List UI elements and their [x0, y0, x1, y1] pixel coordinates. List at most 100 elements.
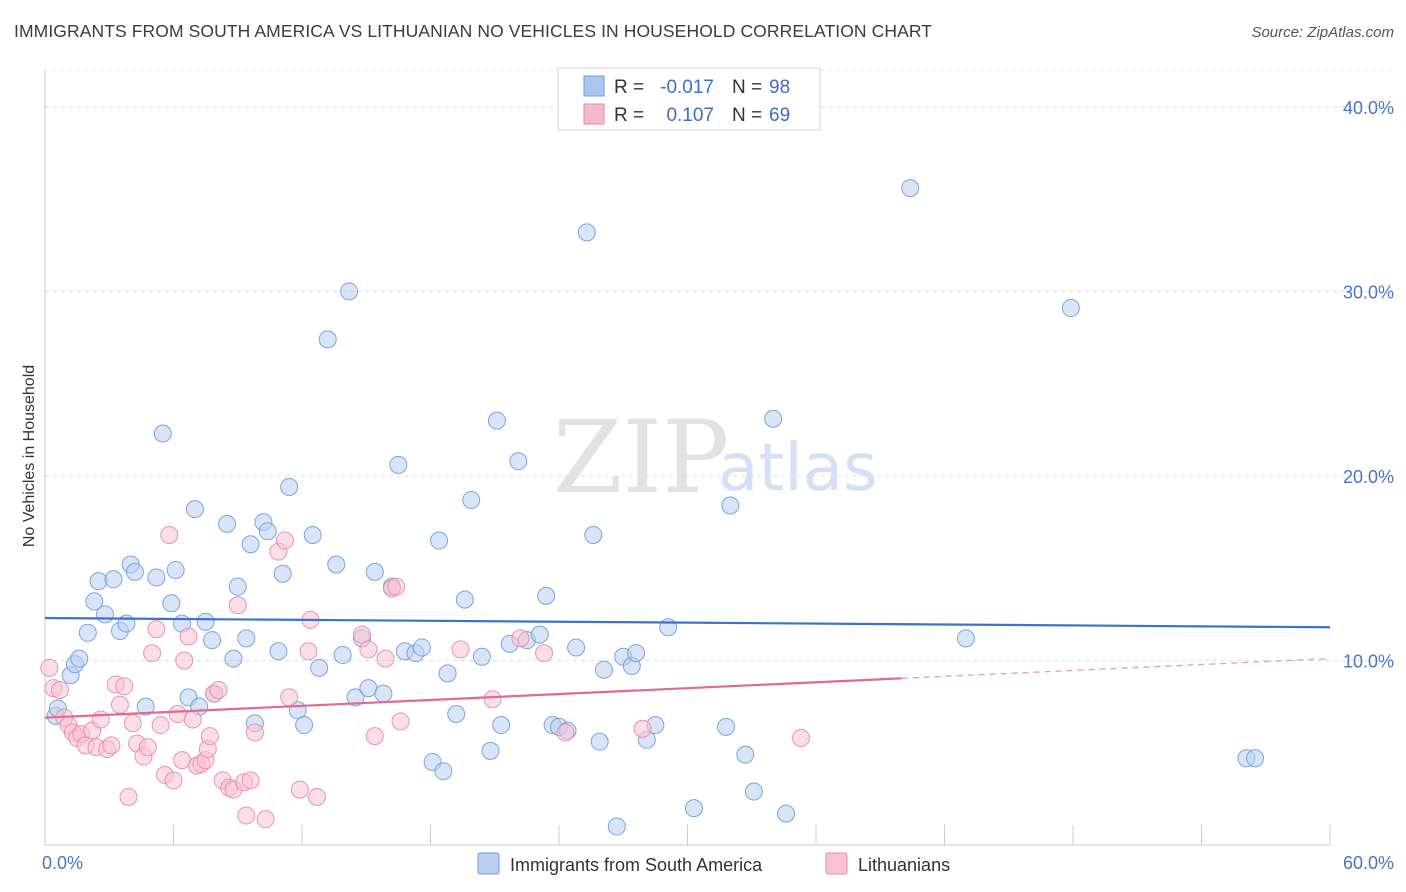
- point-s1-52: [290, 780, 309, 799]
- point-s1-51: [280, 688, 299, 707]
- point-s1-39: [209, 681, 228, 699]
- point-s0-59: [447, 704, 466, 723]
- point-s1-43: [228, 596, 247, 615]
- legend-swatch-0: [583, 75, 605, 97]
- point-s1-32: [183, 710, 202, 729]
- bottom-legend-swatch-0: [477, 852, 500, 875]
- point-s0-63: [481, 741, 500, 760]
- point-s0-13: [125, 562, 144, 581]
- point-s0-7: [89, 572, 108, 591]
- trend-lines: [44, 616, 1331, 719]
- point-s0-89: [736, 745, 755, 764]
- axes: [44, 70, 1331, 846]
- point-s1-48: [256, 810, 275, 829]
- point-s1-47: [245, 723, 264, 742]
- point-s1-22: [143, 644, 162, 663]
- point-s1-50: [275, 531, 294, 550]
- point-s0-17: [162, 594, 181, 613]
- point-s1-2: [50, 681, 69, 699]
- point-s0-39: [303, 526, 322, 544]
- point-s0-74: [567, 638, 586, 657]
- point-s0-18: [166, 561, 185, 580]
- point-s0-56: [430, 531, 449, 550]
- point-s0-65: [492, 716, 511, 735]
- point-s1-53: [299, 642, 318, 661]
- point-s0-44: [340, 282, 359, 301]
- point-s0-48: [365, 562, 384, 581]
- point-s1-13: [102, 736, 121, 755]
- point-s1-15: [110, 695, 129, 714]
- legend-r-value-0: -0.017: [660, 77, 714, 98]
- point-s1-46: [241, 771, 260, 790]
- point-s0-27: [224, 649, 243, 668]
- point-s0-76: [584, 526, 603, 544]
- y-tick-label-2: 30.0%: [1343, 282, 1394, 302]
- point-s0-9: [104, 570, 123, 589]
- point-s1-55: [307, 788, 326, 807]
- point-s1-29: [173, 751, 192, 770]
- point-s1-28: [168, 704, 187, 723]
- point-s0-36: [280, 478, 299, 497]
- legend-n-value-0: 98: [769, 77, 790, 98]
- point-s0-62: [472, 647, 491, 666]
- point-s1-17: [119, 788, 138, 807]
- point-s0-47: [359, 679, 378, 698]
- point-s0-35: [273, 564, 292, 583]
- point-s1-59: [376, 649, 395, 668]
- y-axis-title: No Vehicles in Household: [21, 365, 38, 547]
- y-tick-label-1: 20.0%: [1343, 467, 1394, 487]
- point-s1-18: [123, 714, 142, 733]
- point-s0-42: [327, 555, 346, 574]
- point-s0-58: [438, 664, 457, 683]
- point-s0-90: [744, 782, 763, 801]
- point-s0-87: [721, 496, 740, 515]
- x-tick-labels: 0.0% 60.0%: [42, 853, 1394, 873]
- point-s0-97: [1246, 749, 1265, 768]
- point-s1-0: [40, 658, 59, 677]
- point-s1-66: [535, 644, 554, 663]
- point-s0-77: [590, 732, 609, 751]
- point-s0-85: [659, 618, 678, 637]
- trend-line-lithuanians-extension: [901, 657, 1331, 679]
- series-legend: Immigrants from South America Lithuanians: [477, 852, 950, 875]
- point-s1-62: [391, 712, 410, 731]
- x-tick-label-1: 60.0%: [1343, 853, 1394, 873]
- point-s0-14: [136, 697, 155, 716]
- legend-r-label-1: R =: [614, 105, 644, 126]
- point-s1-24: [151, 716, 170, 735]
- point-s1-11: [91, 710, 110, 729]
- point-s0-93: [901, 179, 920, 198]
- point-s0-33: [258, 522, 277, 541]
- point-s0-38: [295, 716, 314, 735]
- point-s0-61: [462, 490, 481, 509]
- legend-r-label-0: R =: [614, 77, 644, 98]
- point-s0-6: [85, 592, 104, 611]
- point-s0-54: [412, 638, 431, 657]
- legend-swatch-1: [583, 103, 605, 125]
- point-s0-26: [218, 514, 237, 533]
- point-s0-95: [1061, 299, 1080, 318]
- watermark-atlas: atlas: [718, 429, 878, 506]
- point-s0-70: [537, 586, 556, 605]
- grid-lines: [45, 69, 1392, 661]
- point-s1-45: [237, 806, 256, 825]
- point-s0-21: [185, 500, 204, 519]
- point-s0-75: [577, 223, 596, 242]
- point-s1-26: [160, 526, 179, 544]
- x-tick-label-0: 0.0%: [42, 853, 83, 873]
- point-s1-23: [147, 620, 166, 639]
- point-s0-45: [346, 688, 365, 707]
- point-s0-94: [956, 629, 975, 648]
- point-s1-21: [138, 738, 157, 757]
- chart-title: IMMIGRANTS FROM SOUTH AMERICA VS LITHUAN…: [14, 21, 933, 41]
- point-s0-79: [607, 817, 626, 836]
- point-s0-8: [95, 605, 114, 624]
- point-s0-91: [764, 409, 783, 428]
- point-s0-30: [241, 535, 260, 554]
- point-s0-41: [318, 330, 337, 349]
- point-s0-29: [237, 629, 256, 648]
- y-tick-label-0: 10.0%: [1343, 651, 1394, 671]
- point-s0-28: [228, 577, 247, 596]
- legend-r-value-1: 0.107: [666, 105, 714, 126]
- watermark-zip: ZIP: [553, 399, 729, 516]
